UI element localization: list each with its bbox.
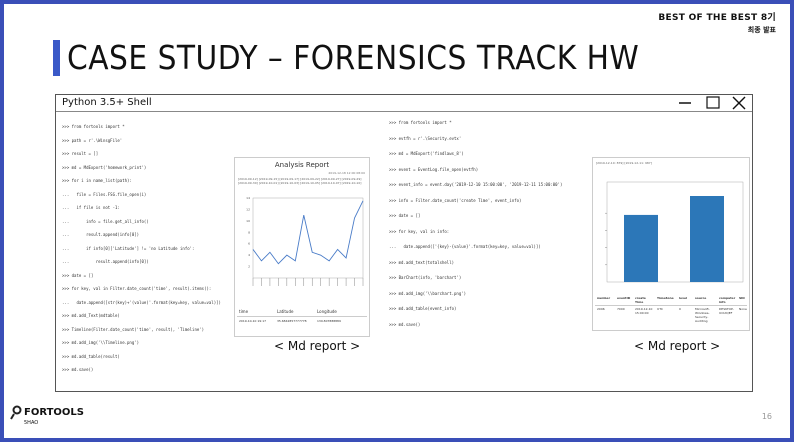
code-line: ... result.append(info[0]) (62, 259, 149, 264)
code-line: >>> date = [] (62, 272, 94, 278)
table-header: level (679, 296, 688, 300)
plot-frame (606, 181, 744, 283)
table-cell: 2019-10-10 19:17 (239, 319, 267, 323)
bar (624, 214, 658, 282)
table-header: number (597, 296, 611, 300)
minimize-icon[interactable] (674, 95, 696, 111)
event-header: BEST OF THE BEST 8기 최종 발표 (658, 10, 776, 35)
table-cell: None (739, 307, 747, 311)
table-header-latitude: Latitude (277, 309, 294, 314)
table-cell: UTC (657, 307, 663, 311)
code-line: >>> md.add_table(event_info) (389, 306, 457, 311)
series-line (252, 200, 364, 265)
table-cell: DESKTOP-UCUIQEF (719, 307, 734, 315)
close-icon[interactable] (728, 95, 750, 111)
table-divider (237, 316, 367, 317)
y-tick-label: 12 (246, 207, 250, 211)
table-header: source (695, 296, 707, 300)
code-line: ... file = Files.FSG.file_open(i) (62, 191, 147, 197)
maximize-icon[interactable] (702, 95, 724, 111)
table-cell: 35.6842857777778 (277, 319, 307, 323)
title-accent-bar (53, 40, 60, 76)
table-header: create Time (635, 296, 646, 304)
y-tick-label: 8 (248, 230, 250, 234)
report-title: Analysis Report (274, 161, 330, 169)
table-header: computer info (719, 296, 736, 304)
page-number: 16 (761, 412, 772, 421)
code-line: >>> evtfh = r'.\Security.evtx' (389, 135, 462, 141)
code-line: >>> date = [] (389, 213, 421, 218)
y-tick-label: 14 (246, 196, 250, 200)
table-header: eventID (617, 296, 631, 300)
code-line: >>> for i in name_list(path): (62, 178, 132, 183)
code-line: >>> md.add_Text(mdtable) (62, 313, 120, 318)
code-line: >>> Timeline(Filter.date_count('time', r… (62, 326, 205, 332)
code-line: >>> md.add_table(result) (62, 353, 120, 359)
y-tick-label: 2 (248, 265, 250, 269)
bar-chart (605, 181, 744, 283)
report-tags: [2019-09-12] [2019-09-15] [2019-09-17] [… (238, 177, 362, 185)
window-titlebar[interactable]: Python 3.5+ Shell (56, 95, 752, 112)
report-tags: [2019-12-10: 879] [2019-12-11: 987] (596, 161, 652, 165)
footer-logo: FORTOOLS (24, 407, 84, 418)
code-line: >>> md.save() (62, 367, 94, 372)
code-line: >>> event = EventLog.file_open(evtfh) (389, 166, 479, 172)
code-line: ... if file is not -1: (62, 205, 120, 210)
table-header-time: time (239, 309, 249, 314)
left-code-block: >>> from fortools import * >>> path = r'.… (62, 125, 232, 375)
table-cell: 2019-12-10 15:00:00 (635, 307, 653, 315)
footer-sub: 5HAO (24, 420, 39, 426)
bar (690, 196, 724, 282)
table-header: TimeZone (657, 296, 674, 300)
left-report-image: Analysis Report 2019-12-18 12:00 08:00 [… (234, 157, 370, 337)
code-line: ... result.append(info[0]) (62, 232, 140, 237)
magnifier-logo-icon (10, 405, 22, 420)
code-line: >>> md.add_img('\\barchart.png') (389, 290, 467, 296)
table-cell: 0 (679, 307, 681, 311)
event-subtitle: 최종 발표 (747, 26, 776, 34)
table-cell: 2096 (597, 307, 605, 311)
code-line: >>> md = MdExport('findlaws_8') (389, 151, 464, 156)
right-report-image: [2019-12-10: 879] [2019-12-11: 987] numb… (592, 157, 750, 331)
right-code-block: >>> from fortools import * >>> evtfh = r'… (389, 121, 589, 351)
code-line: ... date.append([str(key)+'(value)'.form… (62, 299, 221, 305)
code-line: >>> info = Filter.date_count('create Tim… (389, 197, 522, 203)
table-cell: Microsoft-Windows-Security-Auditing (695, 307, 710, 323)
python-shell-window: Python 3.5+ Shell >>> from fortools impo… (55, 94, 753, 392)
right-caption: < Md report > (634, 339, 721, 353)
code-line: >>> for key, val in info: (389, 228, 450, 234)
code-line: >>> md.add_text(totalshell) (389, 259, 455, 265)
code-line: >>> md.add_img('\\Timeline.png') (62, 340, 140, 345)
table-cell: 139.807888889 (317, 319, 341, 323)
y-tick-label: 4 (248, 253, 250, 257)
code-line: ... if info[0]['Latitude'] != 'no Latitu… (62, 245, 195, 251)
report-table: time Latitude Longitude 2019-10-10 19:17… (237, 306, 367, 332)
code-line: ... info = file.get_all_info() (62, 218, 149, 224)
slide: BEST OF THE BEST 8기 최종 발표 CASE STUDY – F… (4, 4, 790, 438)
left-caption: < Md report > (274, 339, 361, 353)
code-line: >>> BarChart(info, 'barchart') (389, 275, 462, 280)
y-tick-label: 10 (246, 219, 250, 223)
report-date: 2019-12-18 12:00 08:00 (328, 171, 365, 175)
code-line: >>> result = [] (62, 151, 99, 156)
code-line: >>> md = MdExport('homework_print') (62, 164, 147, 170)
code-line: >>> for key, val in Filter.date_count('t… (62, 286, 212, 291)
code-line: >>> event_info = event.day('2019-12-10 1… (389, 182, 563, 187)
line-chart: 2 4 6 8 10 12 14 (246, 196, 364, 286)
y-tick-label: 6 (248, 242, 250, 246)
code-line: >>> from fortools import * (389, 120, 452, 125)
event-name: BEST OF THE BEST 8기 (658, 13, 776, 23)
code-line: >>> from fortools import * (62, 124, 125, 129)
page-title: CASE STUDY – FORENSICS TRACK HW (67, 38, 640, 77)
code-line: >>> md.save() (389, 321, 421, 327)
table-divider (595, 305, 747, 306)
table-header-longitude: Longitude (317, 309, 337, 314)
window-title: Python 3.5+ Shell (62, 97, 152, 108)
code-line: ... date.append(['{key}-{value}'.format(… (389, 244, 541, 249)
plot-frame (252, 197, 364, 279)
code-line: >>> path = r'.\WinsgFile' (62, 137, 123, 143)
table-cell: 7000 (617, 307, 625, 311)
table-header: SID (739, 296, 745, 300)
report-table: number eventID create Time TimeZone level sou… (595, 294, 747, 328)
